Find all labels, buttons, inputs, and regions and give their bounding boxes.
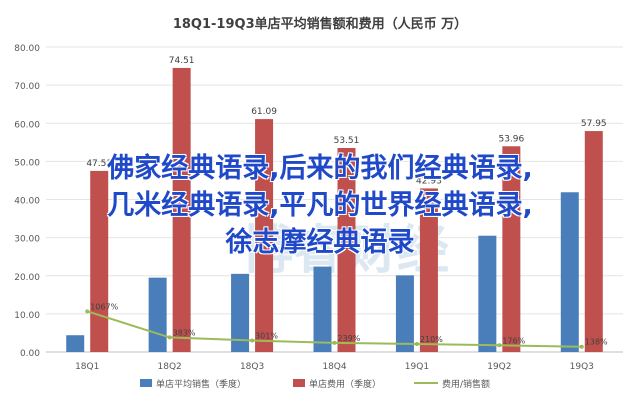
bar-cost-label: 42.93 (416, 176, 442, 186)
bar-cost (337, 147, 356, 352)
y-tick-label: 60.00 (14, 120, 40, 130)
x-tick-label: 18Q1 (75, 362, 99, 372)
overlay-text-line-2: 几米经典语录,平凡的世界经典语录, (107, 190, 533, 221)
ratio-label: 383% (173, 328, 196, 337)
ratio-label: 210% (420, 335, 443, 344)
y-tick-label: 10.00 (14, 311, 40, 321)
bar-cost-label: 61.09 (251, 107, 277, 117)
bar-cost (172, 67, 191, 352)
bar-sales (395, 275, 414, 352)
overlay-text-line-1: 佛家经典语录,后来的我们经典语录, (107, 153, 533, 184)
legend-cost-swatch (293, 379, 305, 387)
ratio-point (497, 343, 502, 348)
bar-sales (560, 192, 579, 352)
bar-cost-label: 53.51 (334, 136, 360, 146)
ratio-label: 176% (502, 336, 525, 345)
ratio-point (167, 335, 172, 340)
x-tick-label: 19Q3 (570, 362, 594, 372)
bar-sales (231, 273, 250, 352)
bar-cost (255, 119, 274, 352)
y-tick-label: 0.00 (20, 349, 40, 359)
bar-sales (313, 266, 332, 352)
x-tick-label: 19Q1 (405, 362, 429, 372)
ratio-point (85, 309, 90, 314)
bar-cost-label: 53.96 (498, 134, 524, 144)
y-tick-label: 30.00 (14, 235, 40, 245)
ratio-label: 1067% (90, 302, 118, 311)
legend-cost-label: 单店费用（季度） (309, 378, 381, 390)
bar-cost (502, 146, 521, 352)
ratio-label: 239% (338, 334, 361, 343)
chart-title: 18Q1-19Q3单店平均销售额和费用（人民币 万） (173, 16, 467, 32)
ratio-point (250, 338, 255, 343)
x-tick-label: 18Q4 (322, 362, 347, 372)
overlay-text-line-3: 徐志摩经典语录 (225, 227, 415, 258)
x-tick-label: 19Q2 (487, 362, 511, 372)
bar-cost-label: 57.95 (581, 119, 607, 129)
bar-sales (66, 335, 85, 352)
x-tick-label: 18Q2 (158, 362, 182, 372)
ratio-point (579, 344, 584, 349)
y-tick-label: 50.00 (14, 158, 40, 168)
y-tick-label: 40.00 (14, 197, 40, 207)
bar-cost (90, 170, 109, 352)
legend-sales-label: 单店平均销售（季度） (156, 378, 246, 390)
ratio-label: 138% (585, 338, 608, 347)
y-tick-label: 20.00 (14, 273, 40, 283)
bar-cost (584, 131, 603, 352)
bar-sales (148, 277, 167, 352)
legend-ratio-label: 费用/销售额 (442, 378, 490, 390)
bar-sales (478, 235, 497, 352)
ratio-point (414, 341, 419, 346)
legend-sales-swatch (140, 379, 152, 387)
bar-cost (419, 188, 438, 352)
ratio-label: 301% (255, 332, 278, 341)
ratio-point (332, 340, 337, 345)
bar-cost-label: 74.51 (169, 56, 195, 66)
y-tick-label: 80.00 (14, 44, 40, 54)
y-tick-label: 70.00 (14, 82, 40, 92)
x-tick-label: 18Q3 (240, 362, 264, 372)
bar-cost-label: 47.53 (86, 159, 112, 169)
